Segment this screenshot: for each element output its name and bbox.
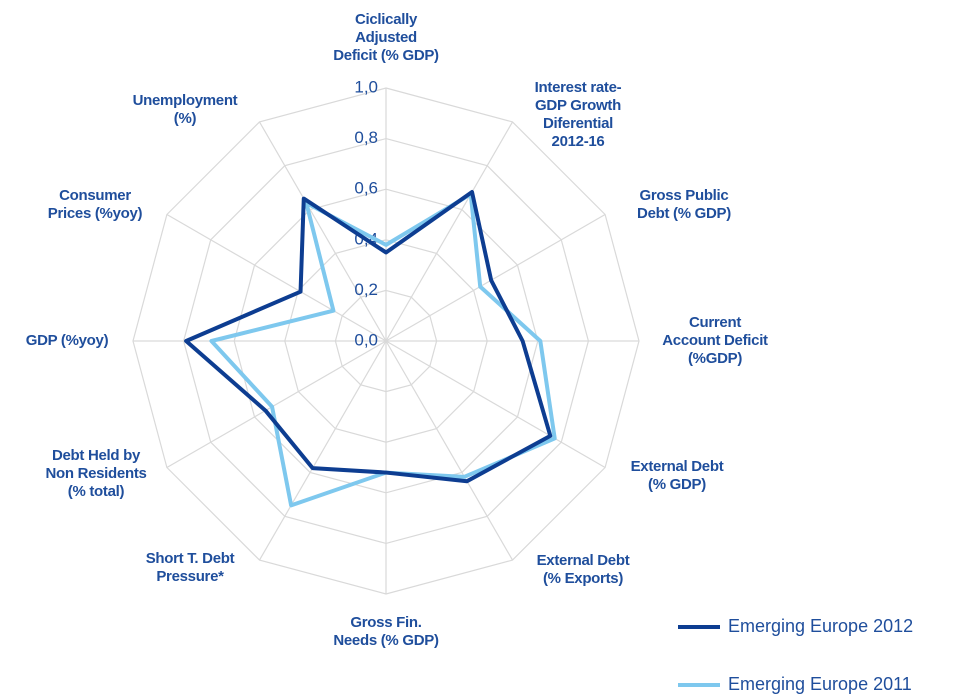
- category-label: Interest rate- GDP Growth Diferential 20…: [534, 79, 622, 150]
- category-label: External Debt (% Exports): [536, 552, 630, 587]
- tick-label: 0,2: [354, 280, 378, 299]
- grid: [132, 87, 640, 595]
- category-label: Consumer Prices (%yoy): [47, 187, 143, 222]
- spoke: [166, 340, 387, 469]
- legend-label: Emerging Europe 2011: [728, 674, 912, 694]
- spoke: [258, 340, 387, 561]
- category-label: Gross Fin. Needs (% GDP): [333, 614, 439, 649]
- category-label: Current Account Deficit (%GDP): [662, 314, 768, 367]
- category-label: GDP (%yoy): [25, 332, 109, 349]
- spoke: [385, 340, 606, 469]
- category-label: Unemployment (%): [132, 92, 238, 127]
- series-line: [184, 190, 553, 484]
- tick-label: 0,8: [354, 128, 378, 147]
- spoke: [166, 213, 387, 342]
- category-label: Short T. Debt Pressure*: [145, 550, 235, 585]
- category-label: External Debt (% GDP): [630, 458, 724, 493]
- category-label: Ciclically Adjusted Deficit (% GDP): [333, 11, 439, 64]
- category-label: Gross Public Debt (% GDP): [637, 187, 731, 222]
- spoke: [258, 121, 387, 342]
- spoke: [385, 121, 514, 342]
- tick-label: 0,6: [354, 179, 378, 198]
- legend-label: Emerging Europe 2012: [728, 616, 913, 636]
- tick-label: 1,0: [354, 77, 378, 96]
- spoke: [385, 340, 514, 561]
- tick-label: 0,0: [354, 330, 378, 349]
- spoke: [385, 213, 606, 342]
- category-label: Debt Held by Non Residents (% total): [45, 447, 147, 500]
